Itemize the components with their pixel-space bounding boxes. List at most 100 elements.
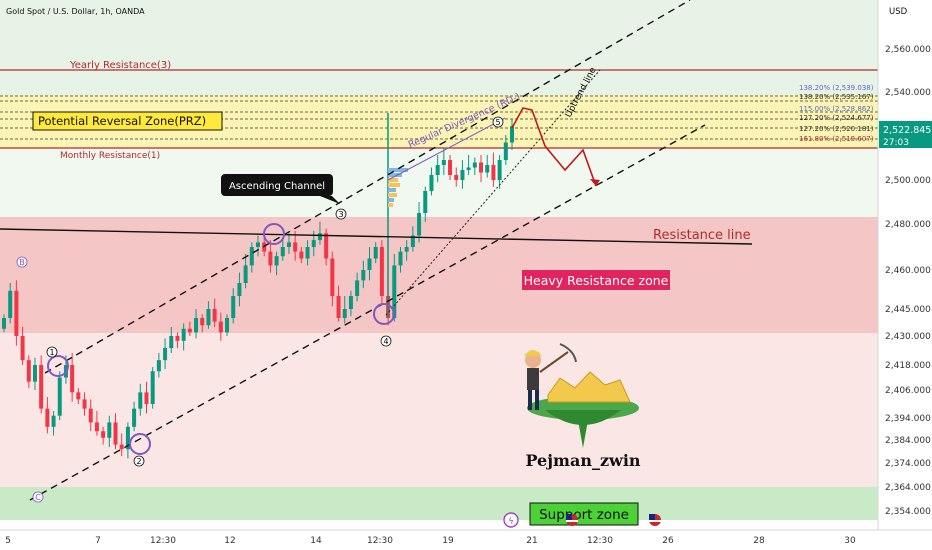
candle-body [348,296,353,309]
candle-body [311,240,316,247]
last-price: 2,522.845 [883,125,931,136]
candle-body [20,336,25,361]
time-tick: 12:30 [587,536,613,546]
candle-body [485,165,490,173]
event-icon[interactable] [503,512,519,528]
wave-labels: 1 2 3 4 5 B C [16,116,504,503]
candle-body [32,365,37,382]
time-tick: 14 [310,536,322,546]
ascending-channel-callout: Ascending Channel [221,174,340,204]
candles [2,112,514,459]
divergence-line [387,117,506,181]
candle-body [510,126,514,143]
candle-body [466,167,471,170]
volume-profile [388,168,408,207]
current-price-tag [879,121,932,148]
monthly-resistance-label: Monthly Resistance(1) [60,151,160,161]
candle-body [355,280,360,296]
price-tick: 2,364.000 [885,483,931,493]
time-tick: 19 [442,536,454,546]
price-tick: 2,460.000 [885,266,931,276]
candle-body [274,256,279,266]
candle-body [132,408,137,427]
candle-body [119,444,124,450]
candle-body [150,371,155,404]
time-ticks: 5 7 12:30 12 14 12:30 19 21 12:30 26 28 30 [5,536,856,546]
candle-body [144,392,149,404]
candle-body [441,160,446,165]
candle-body [324,233,329,259]
candle-body [497,160,502,180]
ascending-channel-label: Ascending Channel [229,181,325,192]
heavy-resistance-zone [0,217,878,333]
candle-body [175,336,180,341]
candle-body [305,247,310,259]
candle-body [113,422,118,445]
candle-body [194,318,199,333]
projection-arrow [590,179,600,186]
time-tick: 26 [662,536,674,546]
pivot-4-circle [373,303,395,325]
corner-label-b: B [19,258,25,267]
lightning-icon: ϟ [508,517,513,526]
price-tick: 2,374.000 [885,459,931,469]
candle-body [138,392,143,409]
candle-body [460,170,465,180]
price-tick: 2,560.000 [885,45,931,55]
us-flag-icon-2[interactable] [649,514,661,526]
projection-path [511,107,597,187]
currency-label[interactable]: USD [889,7,908,17]
candle-body [256,242,260,247]
yearly-resistance-label: Yearly Resistance(3) [69,60,171,71]
time-tick: 12:30 [367,536,393,546]
wave-label-2: 2 [136,457,141,466]
candle-body [429,175,434,191]
time-axis[interactable] [0,530,932,550]
candle-body [423,191,428,213]
candle-body [206,309,211,326]
candle-body [169,336,174,349]
price-tick: 2,394.000 [885,414,931,424]
price-tick: 2,430.000 [885,332,931,342]
candle-body [398,251,403,266]
candle-body [237,283,242,296]
price-tick: 2,406.000 [885,386,931,396]
time-tick: 12:30 [150,536,176,546]
candle-body [243,265,248,283]
candle-body [82,399,87,409]
candle-body [367,258,372,270]
pivot-2-circle [129,433,151,455]
fib-label-1: 138.20% (2,539.038) [799,84,874,92]
candle-body [101,431,106,438]
candle-body [51,415,56,427]
prz-label: Potential Reversal Zone(PRZ) [38,114,206,128]
wave-label-4: 4 [383,337,388,346]
wave-label-3: 3 [338,210,343,219]
candle-body [231,296,236,318]
candle-body [268,251,273,266]
price-axis[interactable] [878,0,932,550]
candle-body [342,309,347,318]
resistance-line-label: Resistance line [653,228,751,243]
price-tick: 2,445.000 [885,305,931,315]
channel-lower-line [29,124,706,501]
us-flag-icon[interactable] [566,514,578,526]
fib-label-4: 127.20% (2,524.677) [799,114,874,122]
fib-label-6: 161.80% (2,519.607) [799,135,874,143]
pivot-3-circle [263,223,285,245]
candle-body [379,247,384,296]
candle-body [225,318,230,333]
countdown: 27:03 [883,138,909,148]
channel-upper-line [44,0,691,374]
candle-body [2,318,6,329]
time-tick: 7 [95,536,101,546]
candle-body [88,408,93,423]
candle-body [330,258,335,296]
candle-body [361,270,366,281]
candle-body [454,175,459,180]
author-label: Pejman_zwin [525,451,640,470]
support-zone [0,487,878,520]
candle-body [404,247,409,252]
candle-body [181,328,186,341]
